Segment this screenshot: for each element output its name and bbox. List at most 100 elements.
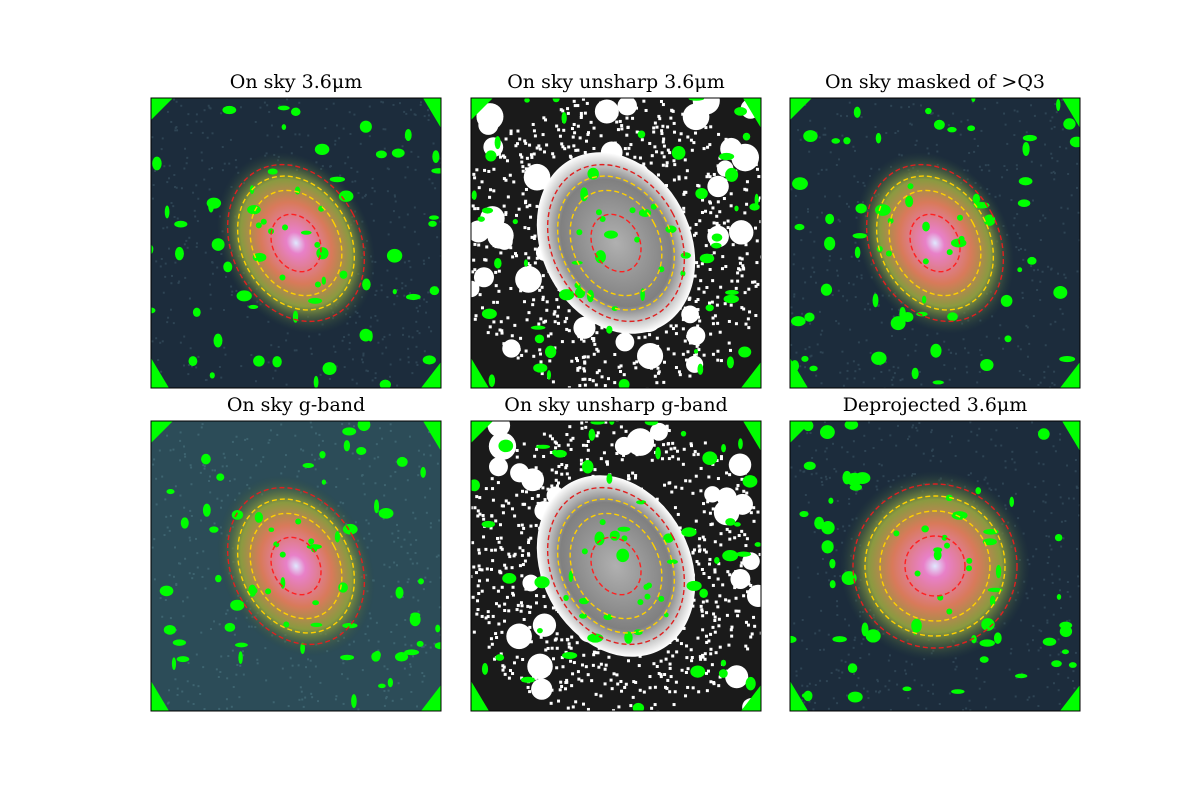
- noise: [797, 576, 800, 579]
- noise: [814, 281, 817, 284]
- corner-mask: [151, 681, 169, 711]
- galaxy: [536, 475, 696, 657]
- noise: [582, 702, 586, 706]
- noise: [586, 673, 590, 677]
- noise: [566, 111, 570, 115]
- noise: [913, 679, 916, 682]
- noise: [397, 529, 400, 532]
- corner-mask: [471, 421, 493, 443]
- noise: [753, 280, 757, 284]
- noise: [529, 640, 533, 644]
- noise: [659, 659, 663, 663]
- noise: [193, 209, 196, 212]
- noise: [471, 575, 473, 579]
- noise: [822, 648, 825, 651]
- noise: [978, 427, 981, 430]
- noise: [799, 469, 802, 472]
- noise: [692, 548, 696, 552]
- mask-blob: [1027, 256, 1037, 265]
- noise: [689, 138, 693, 142]
- noise: [476, 514, 480, 518]
- mask-blob: [312, 600, 319, 606]
- noise: [1015, 164, 1018, 167]
- mask-dot: [308, 538, 315, 545]
- mask-blob: [351, 694, 357, 709]
- noise: [793, 293, 796, 296]
- mask-blob: [603, 613, 613, 621]
- noise: [224, 353, 227, 356]
- noise: [613, 715, 616, 718]
- noise: [380, 284, 383, 287]
- noise: [551, 152, 555, 156]
- mask-blob: [224, 622, 236, 632]
- noise: [209, 293, 212, 296]
- noise: [802, 267, 805, 270]
- noise: [533, 261, 537, 265]
- noise: [798, 445, 801, 448]
- mask-blob: [166, 489, 175, 495]
- noise: [594, 692, 598, 696]
- noise: [727, 599, 731, 603]
- noise: [526, 552, 530, 556]
- noise: [939, 460, 942, 463]
- noise: [637, 336, 641, 340]
- noise: [254, 380, 257, 383]
- mask-blob: [321, 276, 327, 285]
- noise: [1014, 492, 1017, 495]
- noise: [213, 620, 216, 623]
- noise: [490, 514, 494, 518]
- noise: [1025, 131, 1028, 134]
- mask-dot: [946, 608, 953, 615]
- star-halo: [478, 114, 499, 135]
- mask-blob: [951, 689, 965, 694]
- noise: [682, 210, 686, 214]
- noise: [1016, 232, 1019, 235]
- noise: [906, 438, 909, 441]
- noise: [1033, 114, 1036, 117]
- noise: [463, 234, 466, 237]
- noise: [743, 533, 747, 537]
- noise: [566, 107, 570, 111]
- noise: [768, 566, 771, 569]
- noise: [555, 646, 559, 650]
- noise: [518, 137, 522, 141]
- mask-blob: [581, 460, 594, 474]
- noise: [385, 346, 388, 349]
- noise: [591, 389, 594, 392]
- noise: [967, 351, 970, 354]
- noise: [681, 112, 685, 116]
- noise: [298, 698, 301, 701]
- noise: [503, 602, 507, 606]
- noise: [717, 132, 721, 136]
- noise: [633, 476, 637, 480]
- mask-blob: [644, 421, 659, 426]
- noise: [1040, 164, 1043, 167]
- noise: [218, 707, 221, 710]
- noise: [473, 268, 477, 272]
- noise: [1050, 268, 1053, 271]
- noise: [717, 684, 721, 688]
- noise: [778, 569, 781, 572]
- noise: [527, 311, 531, 315]
- noise: [286, 332, 289, 335]
- noise: [504, 178, 508, 182]
- noise: [876, 479, 879, 482]
- noise: [965, 365, 968, 368]
- noise: [221, 145, 224, 148]
- mask-blob: [172, 639, 187, 646]
- noise: [795, 674, 798, 677]
- noise: [417, 155, 420, 158]
- noise: [523, 139, 527, 143]
- noise: [407, 356, 410, 359]
- noise: [560, 638, 564, 642]
- noise: [543, 498, 547, 502]
- noise: [701, 614, 705, 618]
- noise: [915, 139, 918, 142]
- noise: [174, 129, 177, 132]
- noise: [183, 453, 186, 456]
- noise: [223, 456, 226, 459]
- noise: [825, 680, 828, 683]
- noise: [653, 121, 657, 125]
- noise: [694, 231, 698, 235]
- mask-blob: [202, 503, 211, 517]
